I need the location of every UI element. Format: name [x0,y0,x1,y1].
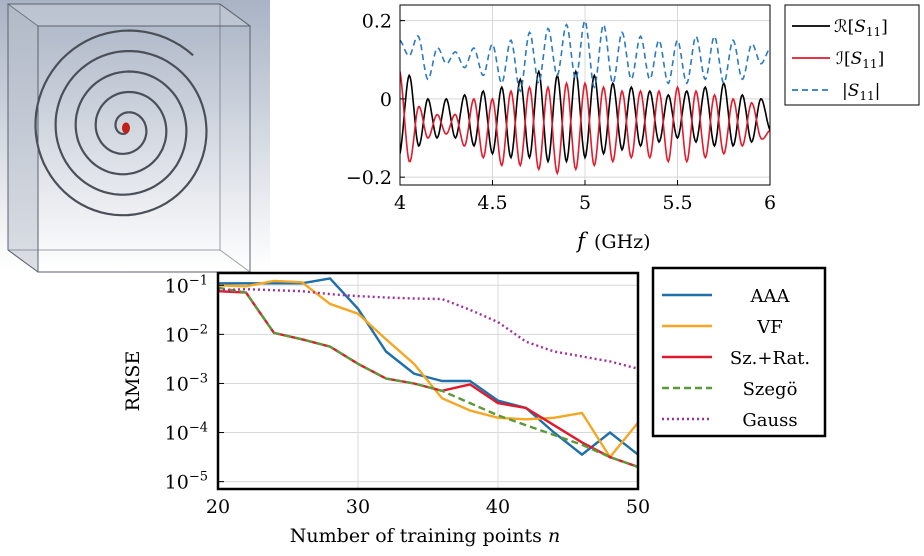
rmse-x-ticks: 20 30 40 50 [206,496,650,518]
rmse-y-ticks: 10−1 10−2 10−3 10−4 10−5 [165,273,224,494]
s11-x-ticks: 4 4.5 5 5.5 6 [394,180,776,214]
x-tick-label: 50 [626,496,650,518]
y-tick-label: 10−3 [165,371,208,395]
x-tick-label: 30 [346,496,370,518]
legend-label-abs: |S11| [842,81,880,103]
s11-chart: 4 4.5 5 5.5 6 0.2 0 −0.2 f (GHz) ℛ[S11] ℐ[S11]… [346,4,920,253]
s11-legend: ℛ[S11] ℐ[S11] |S11| [784,4,920,106]
s11-x-axis-unit: (GHz) [594,231,651,253]
legend-label: AAA [750,286,791,307]
series-szego [218,286,638,469]
y-tick-label: 10−1 [165,273,208,297]
rmse-legend: AAA VF Sz.+Rat. Szegö Gauss [651,266,827,438]
x-tick-label: 5.5 [662,192,692,214]
spiral-antenna-render [0,0,270,273]
feed-point [122,122,130,134]
y-tick-label: 0.2 [362,11,392,33]
y-tick-label: 10−4 [165,421,208,445]
legend-label: VF [756,317,783,338]
x-tick-label: 4.5 [477,192,507,214]
spiral-trace [34,29,208,217]
rmse-chart: 20 30 40 50 10−1 10−2 10−3 10−4 10−5 RMSE Numbe… [122,266,827,547]
rmse-x-axis-label: Number of training points n [290,525,560,547]
series-vf [218,279,638,460]
series-gauss [218,287,638,370]
y-tick-label: 10−2 [165,322,208,346]
legend-label: Szegö [743,379,798,400]
series-abs-s11 [400,19,770,93]
x-tick-label: 5 [579,192,591,214]
series-aaa [218,277,638,457]
y-tick-label: 10−5 [165,470,208,494]
x-tick-label: 6 [764,192,776,214]
y-tick-label: −0.2 [346,167,392,189]
legend-label-real: ℛ[S11] [834,17,888,39]
legend-label: Gauss [742,410,797,431]
s11-x-axis-label: f [575,229,588,253]
x-tick-label: 40 [486,496,510,518]
y-tick-label: 0 [380,89,392,111]
s11-y-ticks: 0.2 0 −0.2 [346,11,405,189]
legend-label: Sz.+Rat. [730,348,810,369]
x-tick-label: 4 [394,192,406,214]
rmse-y-axis-label: RMSE [122,351,144,412]
series-imag-s11 [400,71,770,176]
x-tick-label: 20 [206,496,230,518]
series-real-s11 [400,69,770,164]
legend-label-imag: ℐ[S11] [836,49,884,71]
